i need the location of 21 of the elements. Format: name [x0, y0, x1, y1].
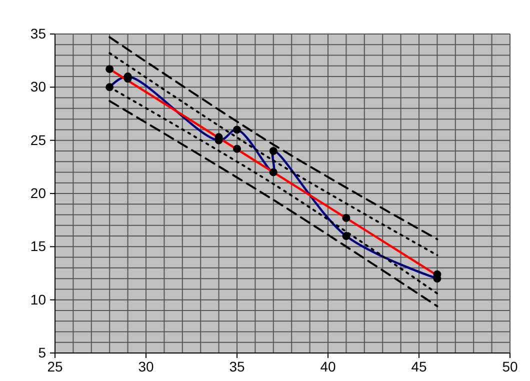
point: [269, 146, 278, 155]
point: [106, 83, 114, 92]
y-tick-label: 10: [30, 291, 46, 308]
point: [269, 168, 278, 176]
point: [233, 144, 241, 153]
point: [342, 214, 350, 222]
x-tick-label: 25: [47, 358, 63, 374]
y-tick-label: 5: [38, 344, 46, 360]
x-tick-label: 50: [502, 358, 518, 374]
y-tick-label: 25: [30, 132, 46, 148]
point: [106, 65, 114, 74]
y-tick-label: 30: [30, 78, 46, 95]
x-tick-label: 45: [411, 358, 427, 374]
y-tick-label: 20: [30, 184, 46, 201]
point: [342, 232, 350, 240]
x-tick-label: 40: [320, 358, 336, 374]
y-tick-label: 15: [30, 238, 46, 254]
y-tick-label: 35: [30, 25, 46, 42]
x-tick-label: 35: [229, 358, 245, 374]
point: [233, 126, 241, 134]
x-tick-label: 30: [138, 358, 154, 374]
